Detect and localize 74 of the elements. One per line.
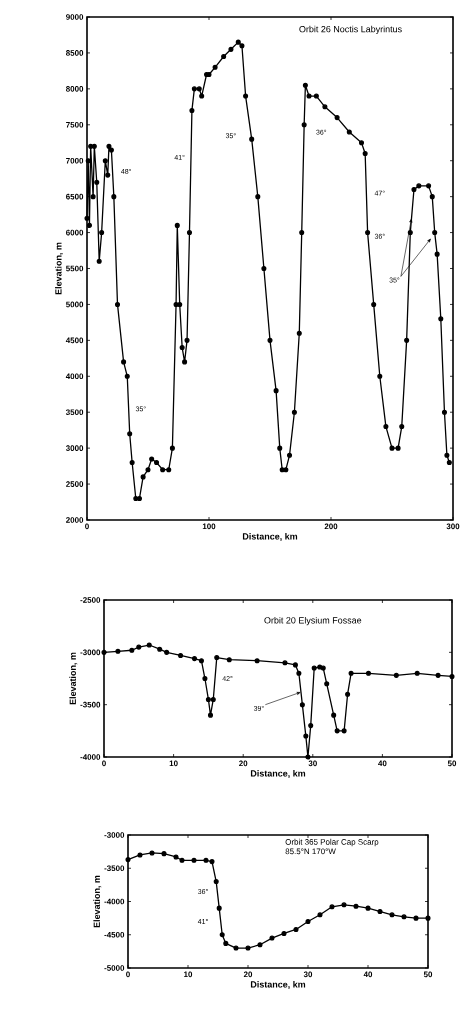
y-axis-title: Elevation, m [69, 652, 78, 705]
point [129, 647, 135, 653]
point [329, 904, 335, 910]
point [425, 915, 431, 921]
point [210, 696, 216, 702]
point [345, 691, 351, 697]
point [226, 657, 232, 663]
point [311, 665, 317, 671]
point [191, 857, 197, 863]
point [365, 670, 372, 676]
point [214, 655, 220, 661]
point [219, 932, 225, 938]
point [269, 935, 275, 941]
point [207, 712, 214, 718]
point [377, 908, 383, 915]
point [365, 905, 371, 911]
point [125, 857, 131, 863]
y-axis-title: Elevation, m [93, 875, 102, 928]
point [413, 915, 419, 921]
point [435, 672, 441, 678]
point [164, 649, 170, 655]
text: Orbit 26 Noctis Labyrintus [299, 25, 402, 35]
point [173, 854, 179, 860]
point [317, 912, 323, 918]
point [401, 914, 407, 920]
point [205, 696, 211, 702]
point [334, 728, 340, 734]
point [202, 675, 208, 682]
point [216, 905, 222, 911]
point [223, 940, 229, 946]
point [254, 658, 260, 664]
point [257, 942, 263, 948]
point [245, 945, 251, 951]
point [198, 658, 204, 664]
point [203, 857, 209, 863]
point [115, 648, 121, 654]
point [324, 681, 330, 687]
point [161, 851, 167, 857]
point [389, 912, 395, 918]
point [179, 857, 185, 863]
text: Orbit 20 Elysium Fossae [264, 616, 362, 626]
point [136, 644, 142, 650]
point [233, 945, 239, 951]
point [353, 903, 359, 909]
point [281, 930, 287, 936]
point [331, 712, 337, 718]
point [303, 733, 309, 739]
y-axis-title: Elevation, m [55, 242, 63, 295]
x-axis-title: Distance, km [250, 770, 306, 778]
point [157, 646, 163, 652]
point [296, 670, 302, 676]
point [449, 673, 455, 679]
point [292, 662, 298, 668]
point [293, 926, 299, 932]
point [137, 852, 143, 858]
point [178, 652, 184, 659]
point [209, 859, 215, 865]
x-axis-title: Distance, km [250, 981, 306, 989]
point [305, 754, 311, 760]
point [305, 918, 311, 924]
point [341, 902, 347, 908]
point [299, 702, 305, 708]
point [348, 670, 354, 676]
point [213, 879, 219, 885]
point [149, 850, 155, 856]
point [101, 649, 107, 655]
x-axis-title: Distance, km [242, 533, 298, 541]
point [393, 672, 399, 678]
point [341, 728, 347, 734]
point [191, 656, 198, 662]
point [282, 660, 288, 666]
point [414, 670, 420, 676]
point [308, 723, 314, 729]
point [146, 642, 152, 648]
